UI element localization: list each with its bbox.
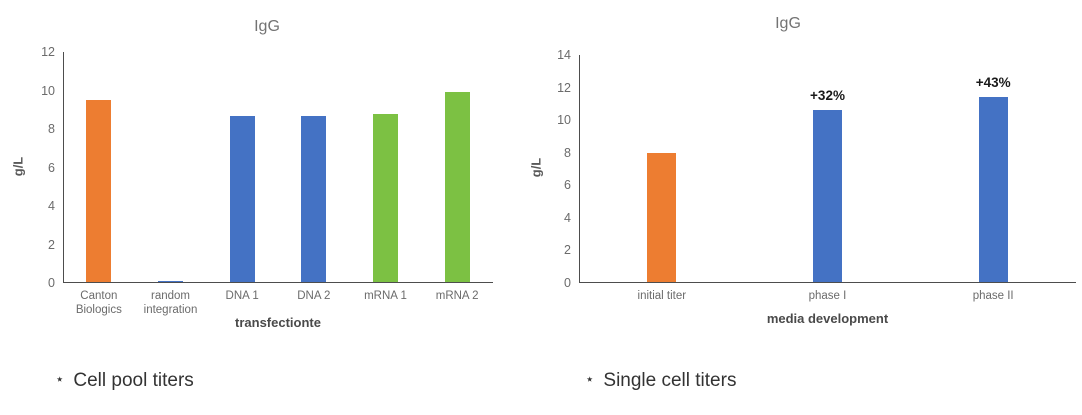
y-axis-tick-label: 0 <box>48 276 55 290</box>
bar-mrna-2 <box>444 92 470 282</box>
bar-mrna-1 <box>373 113 398 282</box>
y-axis-tick-label: 0 <box>564 276 571 290</box>
bar-data-label: +32% <box>810 88 845 104</box>
y-axis-tick-label: 12 <box>557 80 571 95</box>
caption-text: Single cell titers <box>603 370 737 391</box>
x-axis-category-label: DNA 2 <box>297 290 331 302</box>
y-axis-title: g/L <box>528 157 544 178</box>
y-axis-tick-label: 8 <box>564 145 571 160</box>
x-axis-category-label: random integration <box>143 290 198 316</box>
x-axis-category-label: phase I <box>808 290 847 302</box>
x-axis-category-label: initial titer <box>637 290 687 302</box>
chart-title: IgG <box>254 18 280 35</box>
y-axis-tick-label: 8 <box>48 122 55 136</box>
plot-area <box>63 52 493 283</box>
x-axis-category-label: DNA 1 <box>225 290 259 302</box>
bar-phase-ii <box>978 97 1008 282</box>
plot-area <box>579 55 1076 283</box>
y-axis-tick-label: 10 <box>557 113 571 128</box>
x-axis-title: media development <box>766 311 889 326</box>
bar-phase-i <box>813 110 842 282</box>
chart-title: IgG <box>775 15 801 32</box>
y-axis-tick-label: 12 <box>41 45 55 59</box>
bar-canton-biologics <box>86 100 112 282</box>
bar-dna-1 <box>229 115 255 282</box>
y-axis-tick-label: 6 <box>564 178 571 193</box>
y-axis-tick-label: 10 <box>41 83 55 98</box>
y-axis-tick-label: 14 <box>557 48 571 62</box>
bar-dna-2 <box>301 115 327 282</box>
bar-initial-titer <box>647 152 677 282</box>
y-axis-tick-label: 2 <box>48 237 55 252</box>
caption-text: Cell pool titers <box>73 370 194 391</box>
caption-single-cell-titers: ⋆ Single cell titers <box>585 370 736 392</box>
x-axis-category-label: mRNA 1 <box>364 290 407 302</box>
caption-cell-pool-titers: ⋆ Cell pool titers <box>55 370 194 392</box>
star-icon: ⋆ <box>55 371 65 388</box>
x-axis-category-label: Canton Biologics <box>75 290 122 316</box>
y-axis-tick-label: 6 <box>48 160 55 175</box>
y-axis-tick-label: 2 <box>564 243 571 258</box>
bar-data-label: +43% <box>975 75 1011 91</box>
y-axis-tick-label: 4 <box>564 210 571 225</box>
x-axis-category-label: mRNA 2 <box>435 290 479 302</box>
x-axis-title: transfectionte <box>235 315 321 330</box>
x-axis-category-label: phase II <box>972 290 1014 302</box>
y-axis-tick-label: 4 <box>48 199 55 213</box>
star-icon: ⋆ <box>585 371 595 388</box>
y-axis-title: g/L <box>10 156 26 176</box>
bar-random-integration <box>158 281 183 282</box>
